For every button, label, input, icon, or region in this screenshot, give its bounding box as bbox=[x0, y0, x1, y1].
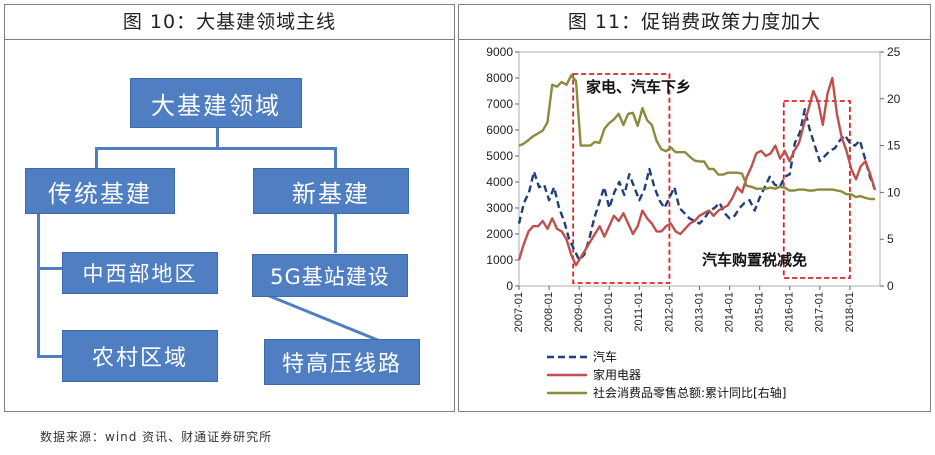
connector-left-child-2 bbox=[37, 355, 63, 358]
highlight-box-rural-subsidy bbox=[572, 73, 671, 284]
y-right-tick-label: 20 bbox=[887, 92, 901, 106]
y-right-tick-label: 0 bbox=[887, 279, 894, 293]
y-left-tick-label: 6000 bbox=[486, 123, 513, 137]
y-left-tick-label: 1000 bbox=[486, 253, 513, 267]
x-tick-label: 2007-01 bbox=[513, 292, 525, 332]
connector-right-down bbox=[334, 213, 337, 253]
x-tick-label: 2018-01 bbox=[844, 292, 856, 332]
series-line-2 bbox=[518, 74, 875, 201]
connector-branch-left bbox=[95, 147, 98, 169]
x-tick-label: 2010-01 bbox=[603, 292, 615, 332]
connector-diagonal bbox=[266, 293, 381, 343]
branch-node-new: 新基建 bbox=[253, 168, 409, 214]
x-tick-label: 2012-01 bbox=[663, 292, 675, 332]
x-tick-label: 2016-01 bbox=[784, 292, 796, 332]
y-left-tick-label: 7000 bbox=[486, 97, 513, 111]
left-panel-title: 图 10：大基建领域主线 bbox=[5, 5, 454, 40]
connector-root-down bbox=[216, 127, 219, 149]
connector-left-child-1 bbox=[37, 267, 63, 270]
x-tick-label: 2015-01 bbox=[754, 292, 766, 332]
y-left-tick-label: 0 bbox=[506, 279, 513, 293]
x-tick-label: 2013-01 bbox=[693, 292, 705, 332]
y-right-tick-label: 15 bbox=[887, 139, 901, 153]
connector-branch-bar bbox=[95, 147, 337, 150]
x-tick-label: 2014-01 bbox=[723, 292, 735, 332]
y-left-tick-label: 8000 bbox=[486, 71, 513, 85]
leaf-node-central-western: 中西部地区 bbox=[62, 252, 218, 294]
right-panel: 图 11：促销费政策力度加大 0 1000 2000 3000 4000 5000 6000… bbox=[458, 4, 931, 412]
y-left-tick-label: 5000 bbox=[486, 149, 513, 163]
line-chart: 0 1000 2000 3000 4000 5000 6000 7000 8000 9000 0 5 1… bbox=[486, 45, 901, 400]
x-tick-label: 2009-01 bbox=[573, 292, 585, 332]
annotation-label-rural-subsidy: 家电、汽车下乡 bbox=[586, 78, 691, 96]
x-tick-label: 2017-01 bbox=[814, 292, 826, 332]
x-tick-label: 2008-01 bbox=[543, 292, 555, 332]
y-left-tick-label: 4000 bbox=[486, 175, 513, 189]
leaf-node-rural: 农村区域 bbox=[62, 330, 218, 382]
series-line-1 bbox=[517, 76, 877, 267]
leaf-node-uhv: 特高压线路 bbox=[264, 339, 420, 385]
root-node: 大基建领域 bbox=[130, 78, 302, 128]
y-left-tick-label: 9000 bbox=[486, 45, 513, 59]
x-tick-label: 2011-01 bbox=[633, 292, 645, 332]
y-right-tick-label: 5 bbox=[887, 232, 894, 246]
connector-branch-right bbox=[334, 147, 337, 169]
source-note: 数据来源：wind 资讯、财通证券研究所 bbox=[40, 430, 273, 444]
legend-label-1: 家用电器 bbox=[593, 367, 641, 382]
y-left-tick-label: 2000 bbox=[486, 227, 513, 241]
branch-node-traditional: 传统基建 bbox=[25, 168, 175, 214]
legend-label-0: 汽车 bbox=[593, 349, 617, 364]
legend-label-2: 社会消费品零售总额:累计同比[右轴] bbox=[593, 385, 786, 400]
y-right-tick-label: 25 bbox=[887, 45, 901, 59]
leaf-node-5g: 5G基站建设 bbox=[252, 254, 408, 297]
left-panel: 图 10：大基建领域主线 大基建领域 传统基建 新基建 中西部地区 农村区域 5… bbox=[4, 4, 455, 412]
annotation-label-tax-cut: 汽车购置税减免 bbox=[702, 251, 807, 269]
y-right-tick-label: 10 bbox=[887, 185, 901, 199]
right-panel-title: 图 11：促销费政策力度加大 bbox=[459, 5, 930, 40]
connector-left-trunk bbox=[37, 213, 40, 357]
series-line-0 bbox=[517, 107, 877, 262]
y-left-tick-label: 3000 bbox=[486, 201, 513, 215]
